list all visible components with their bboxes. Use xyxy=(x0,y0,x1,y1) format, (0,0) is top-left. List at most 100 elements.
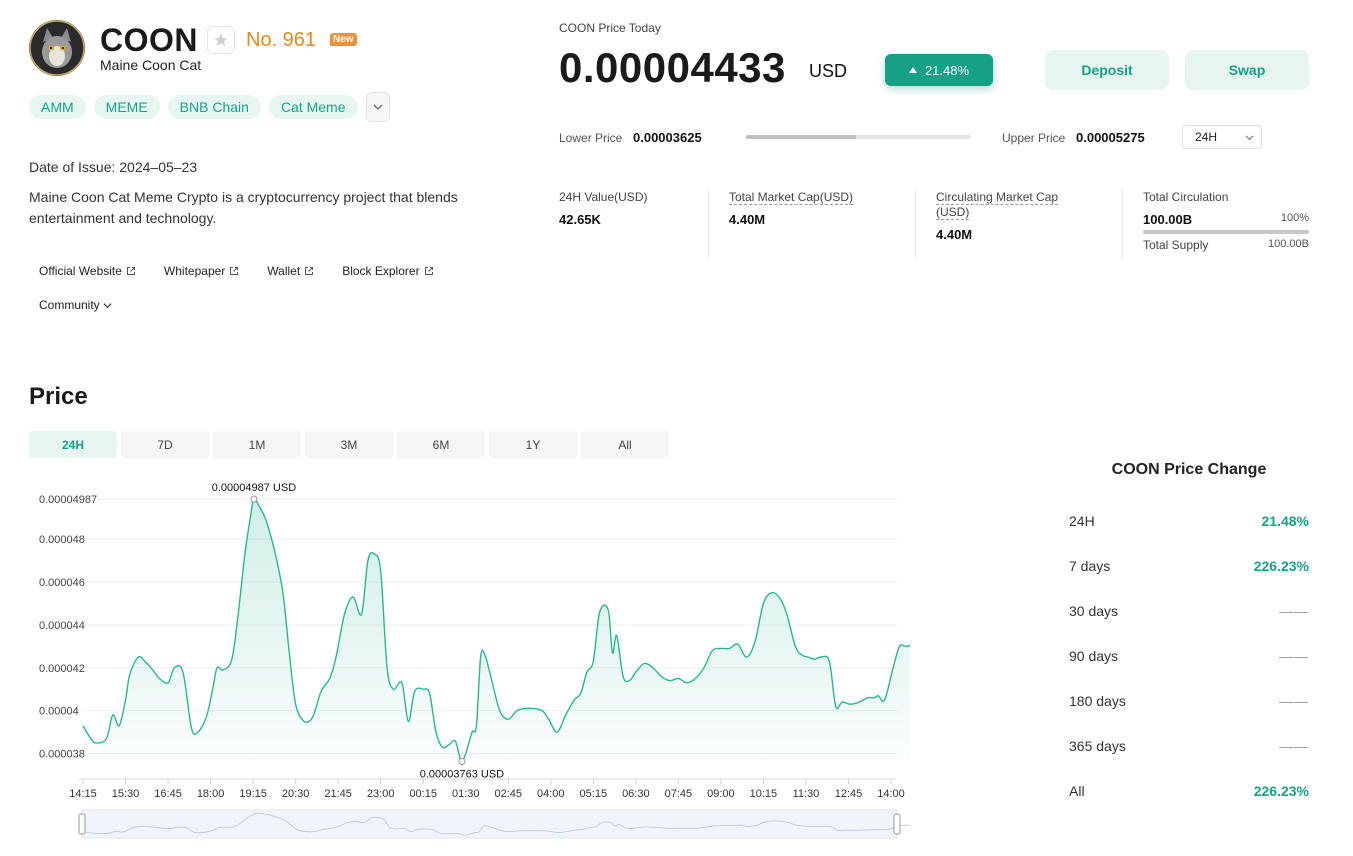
price-change-title: COON Price Change xyxy=(1111,461,1267,478)
stat-label: Total Circulation xyxy=(1143,190,1229,204)
external-link-icon xyxy=(424,267,433,275)
tag-meme[interactable]: MEME xyxy=(93,95,160,119)
stat-label: Total Market Cap(USD) xyxy=(729,190,854,205)
price-change-row-24h: 24H 21.48% xyxy=(1069,498,1309,543)
price-area xyxy=(83,498,910,762)
triangle-up-icon xyxy=(908,67,917,73)
row-value: 21.48% xyxy=(1261,512,1309,529)
price-today-label: COON Price Today xyxy=(559,21,661,35)
price-unit: USD xyxy=(809,61,848,81)
row-value: —— xyxy=(1279,737,1309,754)
x-tick-label: 14:15 xyxy=(69,788,97,800)
stat-label: Circulating Market Cap (USD) xyxy=(936,190,1059,220)
new-badge: New xyxy=(330,33,357,46)
price-change-row-30d: 30 days —— xyxy=(1069,588,1309,633)
tab-all[interactable]: All xyxy=(581,431,669,458)
circulation-bar xyxy=(1143,230,1309,234)
stat-value: 100.00B xyxy=(1143,212,1193,227)
chevron-down-icon xyxy=(103,302,112,308)
period-select[interactable]: 24H xyxy=(1182,125,1262,149)
tab-1y[interactable]: 1Y xyxy=(489,431,577,458)
tag-cat-meme[interactable]: Cat Meme xyxy=(268,95,358,119)
row-label: 30 days xyxy=(1069,602,1119,619)
price-line xyxy=(82,498,910,763)
tab-7d[interactable]: 7D xyxy=(121,431,209,458)
y-tick-label: 0.000048 xyxy=(39,534,85,546)
divider xyxy=(708,189,709,259)
chart-navigator[interactable] xyxy=(81,809,898,839)
x-tick-label: 15:30 xyxy=(112,788,140,800)
coin-full-name: Maine Coon Cat xyxy=(100,57,202,73)
lower-price-label: Lower Price xyxy=(559,131,623,145)
stat-total-circulation: Total Circulation 100.00B 100% Total Sup… xyxy=(1143,190,1309,252)
community-label: Community xyxy=(39,298,100,312)
x-tick-label: 00:15 xyxy=(409,788,437,800)
tab-1m[interactable]: 1M xyxy=(213,431,301,458)
row-label: All xyxy=(1069,782,1085,799)
x-tick-label: 04:00 xyxy=(537,788,565,800)
star-icon xyxy=(214,33,228,46)
x-tick-label: 18:00 xyxy=(197,788,225,800)
price-range-bar xyxy=(746,135,971,139)
navigator-right-handle[interactable] xyxy=(893,813,901,835)
x-tick-label: 21:45 xyxy=(324,788,352,800)
external-links: Official Website Whitepaper Wallet Block… xyxy=(39,264,462,278)
y-tick-label: 0.000042 xyxy=(39,663,85,675)
y-tick-label: 0.000044 xyxy=(39,620,85,632)
divider xyxy=(915,189,916,259)
link-label: Wallet xyxy=(267,264,301,278)
navigator-line xyxy=(85,812,910,836)
lower-price-value: 0.00003625 xyxy=(633,130,702,145)
tab-3m[interactable]: 3M xyxy=(305,431,393,458)
x-tick-label: 23:00 xyxy=(367,788,395,800)
min-price-label: 0.00003763 USD xyxy=(420,769,504,781)
divider xyxy=(1122,189,1123,259)
x-tick-label: 10:15 xyxy=(750,788,778,800)
max-price-label: 0.00004987 USD xyxy=(212,482,296,494)
x-tick-label: 01:30 xyxy=(452,788,480,800)
coin-symbol: COON xyxy=(100,22,198,58)
swap-button[interactable]: Swap xyxy=(1185,50,1309,90)
stat-value: 42.65K xyxy=(559,212,601,227)
tag-bnb-chain[interactable]: BNB Chain xyxy=(167,95,261,119)
price-change-value: 21.48% xyxy=(924,62,970,78)
stat-value: 4.40M xyxy=(729,212,766,227)
official-website-link[interactable]: Official Website xyxy=(39,264,136,278)
row-label: 365 days xyxy=(1069,737,1126,754)
price-chart[interactable]: 0.000038 0.00004 0.000042 0.000044 0.000046 0… xyxy=(0,470,910,850)
y-tick-label: 0.000038 xyxy=(39,749,85,761)
tab-6m[interactable]: 6M xyxy=(397,431,485,458)
navigator-left-handle[interactable] xyxy=(78,813,86,835)
stat-market-cap[interactable]: Total Market Cap(USD) 4.40M xyxy=(729,190,854,227)
tag-amm[interactable]: AMM xyxy=(29,95,86,119)
row-label: 24H xyxy=(1069,512,1095,529)
community-dropdown[interactable]: Community xyxy=(39,298,112,312)
stat-label: 24H Value(USD) xyxy=(559,190,648,204)
circulation-percent: 100% xyxy=(1280,212,1309,224)
link-label: Official Website xyxy=(39,264,122,278)
row-value: —— xyxy=(1279,602,1309,619)
chevron-down-icon xyxy=(373,104,382,110)
x-tick-label: 06:30 xyxy=(622,788,650,800)
chart-period-tabs: 24H 7D 1M 3M 6M 1Y All xyxy=(29,431,669,458)
row-value: —— xyxy=(1279,692,1309,709)
row-value: 226.23% xyxy=(1253,557,1309,574)
x-tick-label: 19:15 xyxy=(239,788,267,800)
deposit-button[interactable]: Deposit xyxy=(1045,50,1169,90)
row-label: 180 days xyxy=(1069,692,1126,709)
x-tick-label: 02:45 xyxy=(494,788,522,800)
wallet-link[interactable]: Wallet xyxy=(267,264,314,278)
tags-expand-button[interactable] xyxy=(365,92,390,122)
price-change-row-90d: 90 days —— xyxy=(1069,633,1309,678)
price-range-fill xyxy=(746,135,857,139)
block-explorer-link[interactable]: Block Explorer xyxy=(342,264,433,278)
tab-24h[interactable]: 24H xyxy=(29,431,117,458)
row-value: —— xyxy=(1279,647,1309,664)
favorite-button[interactable] xyxy=(207,26,235,54)
y-tick-label: 0.000046 xyxy=(39,577,85,589)
x-tick-label: 05:15 xyxy=(580,788,608,800)
issue-date: Date of Issue: 2024–05–23 xyxy=(29,159,198,175)
whitepaper-link[interactable]: Whitepaper xyxy=(164,264,239,278)
external-link-icon xyxy=(305,267,314,275)
stat-circulating-market-cap[interactable]: Circulating Market Cap (USD) 4.40M xyxy=(936,190,1086,242)
